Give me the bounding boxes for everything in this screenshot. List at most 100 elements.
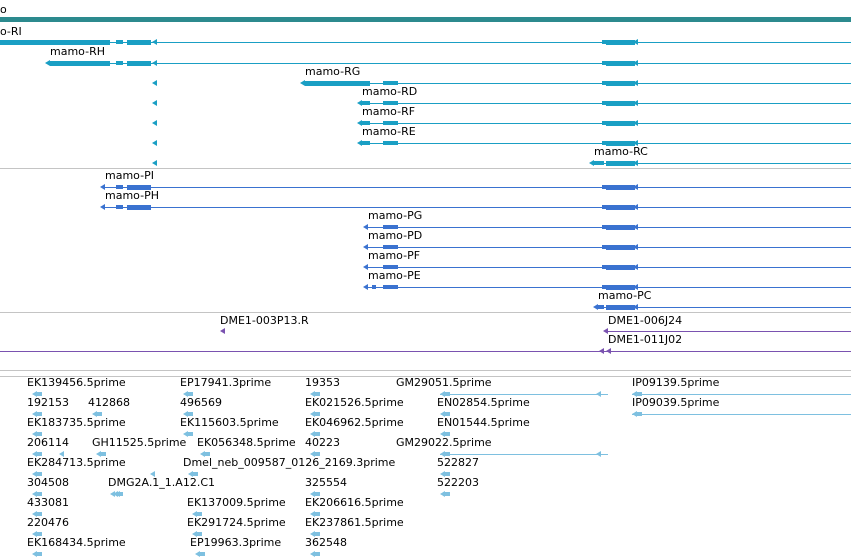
exon-block[interactable]: [116, 205, 123, 209]
exon-block[interactable]: [127, 60, 151, 66]
exon-block[interactable]: [186, 432, 193, 436]
exon-block[interactable]: [606, 100, 635, 106]
exon-block[interactable]: [198, 552, 205, 556]
exon-block[interactable]: [606, 160, 635, 166]
exon-block[interactable]: [606, 204, 635, 210]
exon-block[interactable]: [606, 224, 635, 230]
exon-block[interactable]: [313, 532, 320, 536]
exon-block[interactable]: [602, 185, 606, 189]
exon-block[interactable]: [606, 60, 635, 66]
feature-label: IP09039.5prime: [632, 396, 720, 409]
exon-block[interactable]: [383, 265, 398, 269]
exon-block[interactable]: [598, 305, 604, 309]
exon-block[interactable]: [362, 121, 370, 125]
exon-block[interactable]: [602, 40, 606, 44]
exon-block[interactable]: [383, 121, 398, 125]
exon-block[interactable]: [606, 264, 635, 270]
exon-block[interactable]: [602, 225, 606, 229]
exon-block[interactable]: [606, 244, 635, 250]
exon-block[interactable]: [191, 472, 198, 476]
exon-block[interactable]: [35, 432, 42, 436]
exon-block[interactable]: [602, 285, 606, 289]
exon-block[interactable]: [443, 412, 450, 416]
strand-arrow-icon: [633, 120, 638, 126]
exon-block[interactable]: [313, 432, 320, 436]
intron-line: [440, 393, 608, 395]
exon-block[interactable]: [635, 412, 642, 416]
strand-arrow-icon: [440, 431, 445, 437]
exon-block[interactable]: [127, 204, 151, 210]
exon-block[interactable]: [606, 80, 635, 86]
strand-arrow-icon: [32, 391, 37, 397]
exon-block[interactable]: [606, 140, 635, 146]
exon-block[interactable]: [602, 61, 606, 65]
exon-block[interactable]: [0, 39, 110, 45]
exon-block[interactable]: [443, 432, 450, 436]
region-overview-bar[interactable]: [0, 17, 851, 22]
exon-block[interactable]: [372, 285, 376, 289]
exon-block[interactable]: [606, 304, 635, 310]
exon-block[interactable]: [594, 161, 604, 165]
feature-label: 362548: [305, 536, 347, 549]
exon-block[interactable]: [195, 512, 202, 516]
exon-block[interactable]: [186, 392, 193, 396]
exon-block[interactable]: [313, 512, 320, 516]
strand-arrow-icon: [183, 431, 188, 437]
exon-block[interactable]: [443, 392, 450, 396]
exon-block[interactable]: [313, 492, 320, 496]
exon-block[interactable]: [383, 245, 398, 249]
exon-block[interactable]: [35, 412, 42, 416]
exon-block[interactable]: [313, 392, 320, 396]
exon-block[interactable]: [383, 285, 398, 289]
exon-block[interactable]: [50, 60, 110, 66]
exon-block[interactable]: [35, 532, 42, 536]
exon-block[interactable]: [602, 205, 606, 209]
exon-block[interactable]: [602, 81, 606, 85]
exon-block[interactable]: [606, 120, 635, 126]
exon-block[interactable]: [383, 225, 398, 229]
exon-block[interactable]: [95, 412, 102, 416]
strand-arrow-icon: [633, 80, 638, 86]
exon-block[interactable]: [186, 412, 193, 416]
exon-block[interactable]: [99, 452, 106, 456]
exon-block[interactable]: [602, 101, 606, 105]
exon-block[interactable]: [127, 184, 151, 190]
exon-block[interactable]: [383, 81, 398, 85]
exon-block[interactable]: [606, 284, 635, 290]
exon-block[interactable]: [35, 392, 42, 396]
feature-label: EK206616.5prime: [305, 496, 404, 509]
exon-block[interactable]: [116, 185, 123, 189]
exon-block[interactable]: [602, 265, 606, 269]
feature-label: EK021526.5prime: [305, 396, 404, 409]
exon-block[interactable]: [35, 552, 42, 556]
exon-block[interactable]: [195, 532, 202, 536]
strand-arrow-icon: [220, 328, 225, 334]
exon-block[interactable]: [635, 392, 642, 396]
exon-block[interactable]: [602, 245, 606, 249]
strand-arrow-icon: [603, 328, 608, 334]
exon-block[interactable]: [35, 512, 42, 516]
exon-block[interactable]: [602, 121, 606, 125]
exon-block[interactable]: [116, 61, 123, 65]
exon-block[interactable]: [35, 492, 42, 496]
exon-block[interactable]: [35, 452, 42, 456]
strand-arrow-icon: [100, 204, 105, 210]
exon-block[interactable]: [602, 141, 606, 145]
exon-block[interactable]: [606, 39, 635, 45]
exon-block[interactable]: [116, 40, 123, 44]
exon-block[interactable]: [383, 101, 398, 105]
exon-block[interactable]: [606, 184, 635, 190]
exon-block[interactable]: [443, 472, 450, 476]
exon-block[interactable]: [383, 141, 398, 145]
exon-block[interactable]: [127, 39, 151, 45]
exon-block[interactable]: [443, 492, 450, 496]
exon-block[interactable]: [35, 472, 42, 476]
exon-block[interactable]: [313, 412, 320, 416]
exon-block[interactable]: [362, 141, 370, 145]
exon-block[interactable]: [313, 452, 320, 456]
exon-block[interactable]: [362, 101, 370, 105]
exon-block[interactable]: [443, 452, 450, 456]
exon-block[interactable]: [313, 552, 320, 556]
exon-block[interactable]: [305, 80, 370, 86]
exon-block[interactable]: [203, 452, 210, 456]
